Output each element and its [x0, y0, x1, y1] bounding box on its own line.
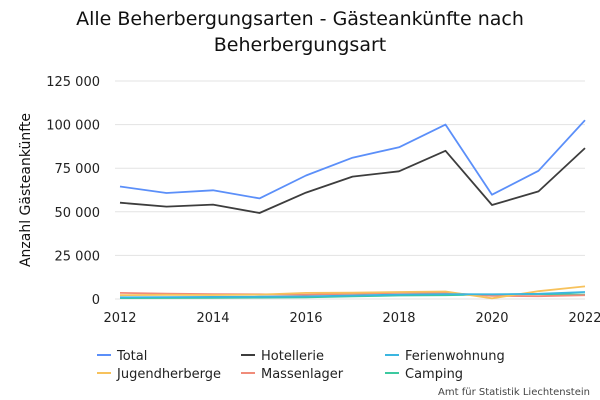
y-tick-label: 25 000: [55, 249, 101, 264]
grid: [115, 80, 585, 300]
y-tick-label: 0: [92, 293, 100, 308]
legend-item: Jugendherberge: [97, 367, 221, 382]
chart-title-line-2: Beherbergungsart: [213, 34, 387, 56]
series-line-total: [119, 119, 586, 200]
legend-item: Camping: [385, 367, 463, 382]
y-tick-label: 50 000: [55, 206, 101, 221]
legend: Total Hotellerie Ferienwohnung Jugendherber…: [97, 349, 505, 382]
chart-title: Alle Beherbergungsarten - Gästeankünfte …: [0, 6, 600, 58]
legend-label: Ferienwohnung: [405, 349, 505, 364]
legend-label: Total: [116, 349, 147, 364]
series-line-jugendherberge: [119, 285, 586, 300]
y-tick-label: 75 000: [55, 162, 101, 177]
legend-label: Hotellerie: [261, 349, 324, 364]
legend-item: Massenlager: [241, 367, 344, 382]
x-tick-label: 2022: [568, 311, 600, 326]
series-line-ferienwohnung: [119, 291, 586, 299]
x-tick-label: 2014: [196, 311, 229, 326]
legend-item: Ferienwohnung: [385, 349, 505, 364]
legend-label: Camping: [405, 367, 463, 382]
y-axis-ticks: 0 25 000 50 000 75 000 100 000 125 000: [46, 75, 100, 308]
source-note: Amt für Statistik Liechtenstein: [438, 387, 590, 398]
x-tick-label: 2016: [289, 311, 322, 326]
legend-label: Jugendherberge: [116, 367, 221, 382]
legend-item: Total: [97, 349, 147, 364]
series-lines: [119, 119, 586, 300]
legend-label: Massenlager: [261, 367, 344, 382]
y-tick-label: 125 000: [46, 75, 100, 90]
x-tick-label: 2012: [103, 311, 136, 326]
x-axis-ticks: 2012 2014 2016 2018 2020 2022: [103, 311, 600, 326]
y-tick-label: 100 000: [46, 119, 100, 134]
x-tick-label: 2020: [475, 311, 508, 326]
x-tick-label: 2018: [382, 311, 415, 326]
legend-item: Hotellerie: [241, 349, 324, 364]
chart-title-line-1: Alle Beherbergungsarten - Gästeankünfte …: [76, 8, 524, 30]
series-line-hotellerie: [119, 147, 586, 214]
y-axis-label: Anzahl Gästeankünfte: [18, 113, 34, 267]
